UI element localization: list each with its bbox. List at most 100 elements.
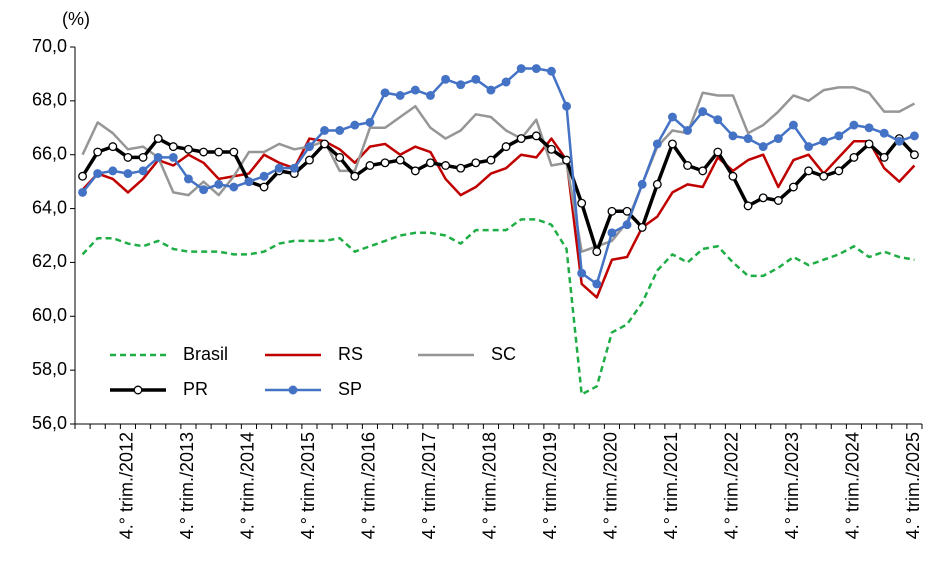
point-marker bbox=[471, 74, 481, 84]
point-marker bbox=[138, 166, 148, 176]
point-marker bbox=[652, 179, 662, 189]
point-marker bbox=[486, 85, 496, 95]
point-marker bbox=[335, 126, 345, 135]
point-marker bbox=[425, 158, 435, 168]
point-marker bbox=[289, 163, 299, 173]
point-marker bbox=[698, 107, 708, 117]
point-marker bbox=[834, 166, 844, 176]
x-tick-label: 4.° trim./2013 bbox=[177, 432, 197, 539]
point-marker bbox=[123, 169, 133, 179]
point-marker bbox=[562, 101, 572, 111]
point-marker bbox=[819, 171, 829, 181]
point-marker bbox=[592, 279, 602, 289]
point-marker bbox=[320, 126, 330, 135]
point-marker bbox=[244, 177, 254, 187]
series-line bbox=[81, 218, 915, 396]
series-line bbox=[81, 86, 916, 253]
point-marker bbox=[304, 142, 314, 152]
y-tick-label: 56,0 bbox=[32, 413, 67, 433]
point-marker bbox=[320, 139, 330, 149]
legend-marker bbox=[133, 385, 143, 395]
point-marker bbox=[577, 198, 587, 208]
point-marker bbox=[531, 64, 541, 73]
legend-marker bbox=[288, 385, 298, 395]
x-tick-label: 4.° trim./2012 bbox=[117, 432, 137, 539]
point-marker bbox=[607, 206, 617, 216]
point-marker bbox=[546, 144, 556, 154]
x-tick-label: 4.° trim./2025 bbox=[903, 432, 923, 539]
point-marker bbox=[93, 169, 103, 179]
point-marker bbox=[637, 179, 647, 189]
point-marker bbox=[501, 142, 511, 152]
point-marker bbox=[622, 206, 632, 216]
y-tick-label: 68,0 bbox=[32, 90, 67, 110]
x-tick-label: 4.° trim./2017 bbox=[419, 432, 439, 539]
point-marker bbox=[471, 158, 481, 168]
point-marker bbox=[758, 142, 768, 152]
point-marker bbox=[501, 77, 511, 87]
point-marker bbox=[879, 128, 889, 138]
point-marker bbox=[108, 166, 118, 176]
point-marker bbox=[138, 152, 148, 162]
point-marker bbox=[531, 131, 541, 141]
point-marker bbox=[667, 112, 677, 122]
y-tick-label: 62,0 bbox=[32, 251, 67, 271]
point-marker bbox=[365, 161, 375, 170]
point-marker bbox=[229, 182, 239, 192]
point-marker bbox=[728, 171, 738, 181]
y-axis-label: (%) bbox=[62, 9, 90, 29]
point-marker bbox=[773, 196, 783, 205]
point-marker bbox=[168, 142, 178, 152]
point-marker bbox=[683, 161, 693, 170]
point-marker bbox=[456, 80, 466, 90]
point-marker bbox=[773, 134, 783, 144]
point-marker bbox=[108, 142, 118, 152]
x-tick-label: 4.° trim./2021 bbox=[661, 432, 681, 539]
x-tick-label: 4.° trim./2023 bbox=[782, 432, 802, 539]
point-marker bbox=[577, 268, 587, 278]
point-marker bbox=[637, 222, 647, 232]
point-marker bbox=[335, 152, 345, 162]
point-marker bbox=[864, 123, 874, 133]
point-marker bbox=[728, 131, 738, 141]
point-marker bbox=[909, 150, 919, 160]
point-marker bbox=[622, 220, 632, 230]
point-marker bbox=[441, 161, 451, 170]
point-marker bbox=[395, 155, 405, 165]
point-marker bbox=[758, 193, 768, 203]
point-marker bbox=[123, 152, 133, 162]
point-marker bbox=[183, 174, 193, 184]
point-marker bbox=[713, 147, 723, 157]
x-tick-label: 4.° trim./2022 bbox=[722, 432, 742, 539]
point-marker bbox=[229, 147, 239, 157]
point-marker bbox=[78, 171, 88, 181]
point-marker bbox=[894, 136, 904, 146]
point-marker bbox=[788, 182, 798, 192]
point-marker bbox=[259, 182, 269, 192]
point-marker bbox=[425, 91, 435, 100]
point-marker bbox=[395, 91, 405, 100]
point-marker bbox=[93, 147, 103, 157]
x-tick-label: 4.° trim./2015 bbox=[298, 432, 318, 539]
series-line bbox=[81, 137, 916, 299]
legend-label: RS bbox=[338, 344, 363, 364]
point-marker bbox=[410, 85, 420, 95]
legend-label: SP bbox=[338, 379, 362, 399]
point-marker bbox=[199, 185, 209, 195]
legend-label: SC bbox=[491, 344, 516, 364]
point-marker bbox=[562, 155, 572, 165]
point-marker bbox=[713, 115, 723, 125]
point-marker bbox=[683, 126, 693, 135]
x-tick-label: 4.° trim./2018 bbox=[480, 432, 500, 539]
point-marker bbox=[78, 187, 88, 197]
point-marker bbox=[667, 139, 677, 149]
point-marker bbox=[607, 228, 617, 238]
point-marker bbox=[849, 152, 859, 162]
point-marker bbox=[183, 144, 193, 154]
y-tick-label: 70,0 bbox=[32, 36, 67, 56]
y-tick-label: 66,0 bbox=[32, 143, 67, 163]
point-marker bbox=[380, 158, 390, 168]
point-marker bbox=[304, 155, 314, 165]
